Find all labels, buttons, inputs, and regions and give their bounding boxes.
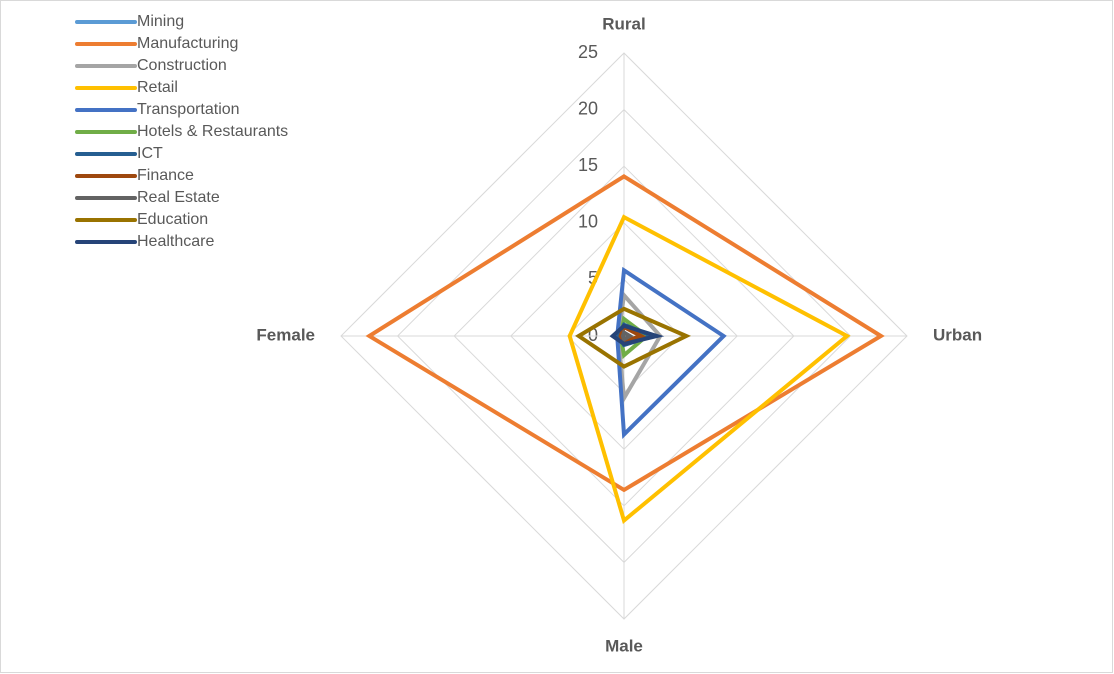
r-tick-label: 15	[578, 155, 598, 175]
series-line	[615, 266, 727, 439]
legend-label: Education	[137, 211, 208, 228]
axis-label: Urban	[933, 325, 982, 344]
r-tick-label: 20	[578, 98, 598, 118]
legend-label: Manufacturing	[137, 35, 238, 52]
legend-label: Hotels & Restaurants	[137, 123, 288, 140]
axis-label: Rural	[602, 14, 645, 33]
axis-label: Male	[605, 636, 643, 655]
legend-label: Retail	[137, 79, 178, 96]
series-line	[365, 174, 885, 493]
series-line	[620, 329, 634, 343]
series-line	[574, 306, 692, 369]
r-tick-label: 10	[578, 212, 598, 232]
legend-label: Construction	[137, 57, 227, 74]
legend-label: Finance	[137, 167, 194, 184]
series-line	[567, 214, 851, 524]
series-line	[609, 323, 665, 347]
legend-label: Healthcare	[137, 233, 214, 250]
r-tick-label: 5	[588, 268, 598, 288]
r-tick-label: 0	[588, 325, 598, 345]
legend-label: Real Estate	[137, 189, 220, 206]
axis-label: Female	[256, 325, 315, 344]
r-tick-label: 25	[578, 42, 598, 62]
legend-label: ICT	[137, 145, 163, 162]
legend-label: Transportation	[137, 101, 240, 118]
legend-label: Mining	[137, 13, 184, 30]
